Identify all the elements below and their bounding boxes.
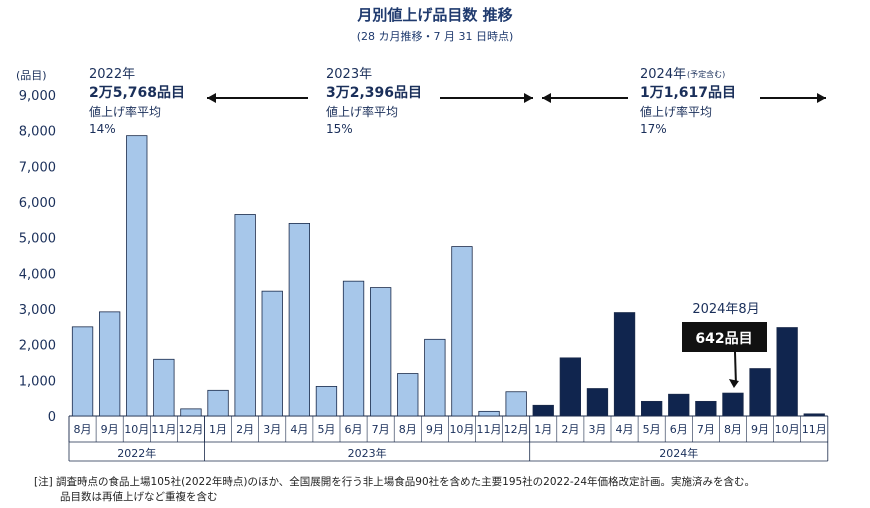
annotation-2024-year: 2024年 [640, 67, 686, 82]
bar [586, 388, 609, 417]
footnote-2: 品目数は再値上げなど重複を含む [60, 491, 218, 503]
x-tick-label: 11月 [151, 423, 176, 436]
bar [695, 400, 717, 417]
annotation-2024-year-note: (予定含む) [687, 69, 725, 79]
bar [424, 338, 446, 417]
x-tick-label: 10月 [449, 423, 474, 436]
bar [803, 413, 825, 417]
bar [776, 327, 798, 417]
annotation-2023-total: 3万2,396品目 [326, 85, 422, 101]
x-group-label: 2022年 [117, 446, 156, 460]
x-tick-label: 10月 [124, 423, 149, 436]
x-tick-label: 11月 [802, 423, 827, 436]
callout-box [682, 322, 767, 352]
bar [342, 280, 365, 417]
x-tick-label: 1月 [534, 423, 552, 436]
x-tick-label: 6月 [345, 423, 363, 436]
x-tick-label: 12月 [504, 423, 529, 436]
bar [722, 392, 744, 417]
bar [369, 287, 392, 417]
bar [397, 373, 419, 417]
bar [153, 358, 175, 417]
annotation-2024-rate: 17% [640, 122, 667, 136]
bar [126, 135, 148, 417]
x-tick-label: 5月 [643, 423, 661, 436]
annotation-2024-rate-label: 値上げ率平均 [640, 104, 712, 119]
bar [668, 393, 690, 417]
annotation-2022-rate: 14% [89, 122, 116, 136]
x-tick-label: 3月 [263, 423, 281, 436]
bar [207, 389, 229, 417]
x-tick-label: 9月 [426, 423, 444, 436]
y-tick-label: 4,000 [19, 267, 56, 282]
x-tick-label: 2月 [236, 423, 254, 436]
arrow-2024-head [542, 93, 551, 103]
x-tick-label: 4月 [290, 423, 308, 436]
annotation-2023-rate: 15% [326, 122, 353, 136]
y-tick-label: 7,000 [19, 160, 56, 175]
x-tick-label: 8月 [724, 423, 742, 436]
arrow-2022-head [207, 93, 216, 103]
x-tick-label: 11月 [477, 423, 502, 436]
bar-chart: (品目) 0 1,000 2,000 3,000 4,000 5,000 6,000 7,000… [16, 67, 829, 462]
bar [559, 357, 581, 417]
x-tick-label: 6月 [670, 423, 688, 436]
annotation-2023-rate-label: 値上げ率平均 [326, 104, 398, 119]
bar [99, 311, 121, 417]
y-tick-label: 2,000 [19, 339, 56, 354]
bar [71, 326, 94, 417]
bar [532, 404, 554, 417]
bar [505, 391, 527, 417]
annotation-2022-year: 2022年 [89, 67, 135, 82]
bar [261, 290, 283, 417]
x-group-label: 2024年 [659, 446, 698, 460]
arrow-2023-head [524, 93, 533, 103]
x-tick-label: 8月 [74, 423, 92, 436]
arrow-2024-end-head [817, 93, 826, 103]
callout-date: 2024年8月 [692, 302, 759, 317]
y-tick-label: 8,000 [19, 125, 56, 140]
x-tick-label: 8月 [399, 423, 417, 436]
callout-pointer [734, 351, 737, 385]
bar [451, 246, 473, 417]
callout-value: 642品目 [695, 331, 752, 347]
bar [613, 312, 636, 417]
x-group-label: 2023年 [348, 446, 387, 460]
bar [641, 400, 663, 417]
x-tick-label: 1月 [209, 423, 227, 436]
bar [315, 385, 338, 417]
x-tick-label: 2月 [561, 423, 579, 436]
chart-title: 月別値上げ品目数 推移 [357, 6, 513, 24]
x-tick-label: 4月 [616, 423, 634, 436]
bar [478, 410, 500, 417]
x-tick-label: 7月 [697, 423, 715, 436]
annotation-2023-year: 2023年 [326, 67, 372, 82]
chart-subtitle: (28 カ月推移・7 月 31 日時点) [356, 30, 514, 43]
annotation-2022-total: 2万5,768品目 [89, 85, 185, 101]
x-tick-label: 12月 [178, 423, 203, 436]
y-tick-label: 6,000 [19, 196, 56, 211]
bar [234, 214, 256, 417]
x-tick-label: 10月 [775, 423, 800, 436]
bar [749, 368, 771, 417]
y-tick-label: 3,000 [19, 303, 56, 318]
bar [288, 222, 311, 417]
callout-pointer-head [728, 379, 739, 388]
x-tick-label: 7月 [372, 423, 390, 436]
bar [180, 408, 202, 417]
x-tick-label: 3月 [588, 423, 606, 436]
footnote-1: [注] 調査時点の食品上場105社(2022年時点)のほか、全国展開を行う非上場… [34, 476, 756, 488]
annotation-2024-total: 1万1,617品目 [640, 85, 736, 101]
annotation-2022-rate-label: 値上げ率平均 [89, 104, 161, 119]
x-tick-label: 5月 [317, 423, 335, 436]
y-tick-label: 9,000 [19, 89, 56, 104]
y-tick-label: 0 [48, 410, 56, 425]
y-tick-label: 5,000 [19, 232, 56, 247]
x-tick-label: 9月 [751, 423, 769, 436]
x-tick-label: 9月 [101, 423, 119, 436]
y-tick-label: 1,000 [19, 374, 56, 389]
y-axis-unit-label: (品目) [16, 69, 47, 82]
